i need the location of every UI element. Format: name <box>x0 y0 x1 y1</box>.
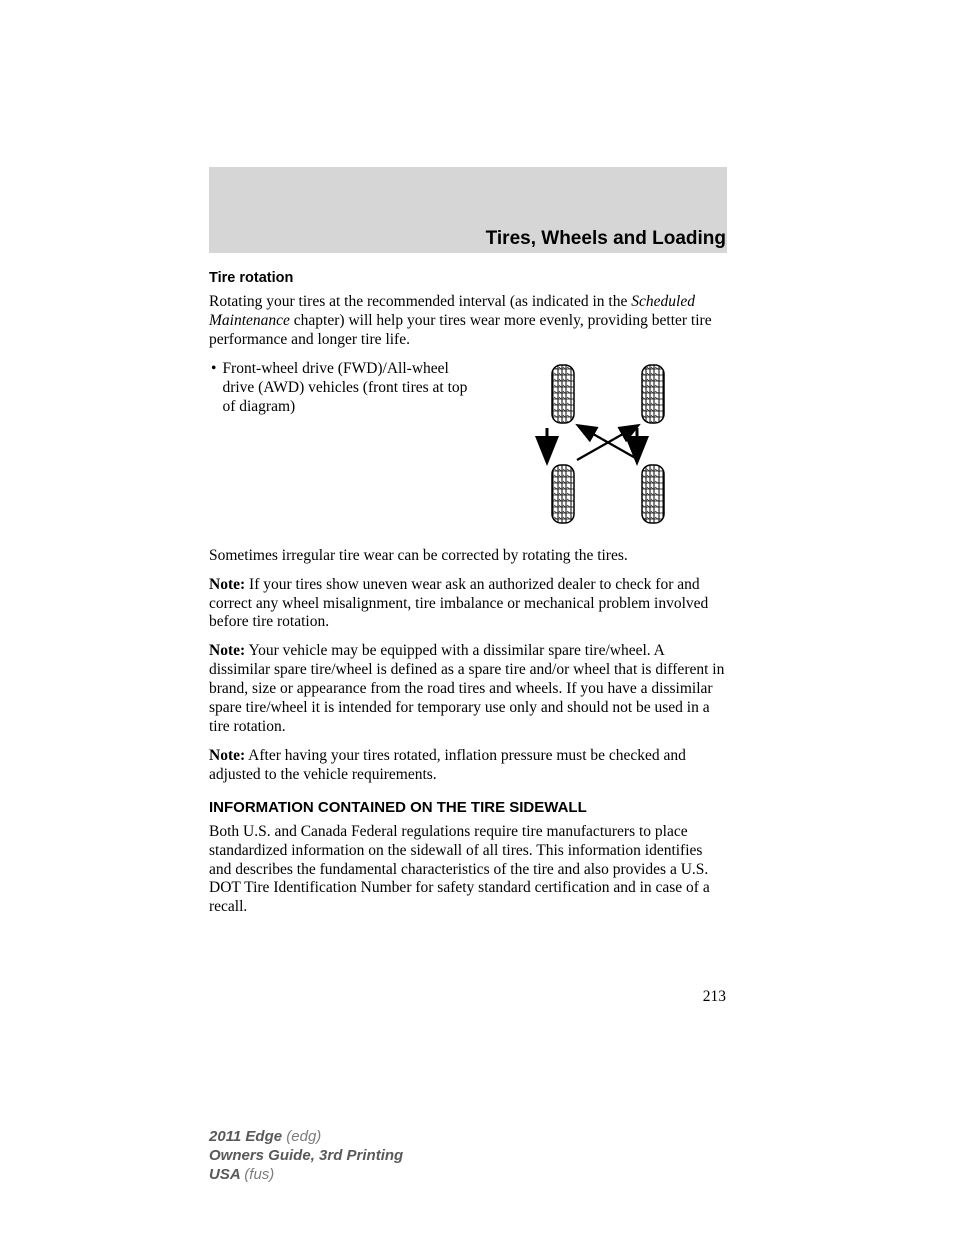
footer-line1: 2011 Edge (edg) <box>209 1128 403 1147</box>
footer-line3-rest: (fus) <box>244 1166 274 1183</box>
bullet-text: Front-wheel drive (FWD)/All-wheel drive … <box>222 360 482 417</box>
tire-front-right <box>642 365 664 423</box>
sidewall-heading: INFORMATION CONTAINED ON THE TIRE SIDEWA… <box>209 799 727 816</box>
tire-rotation-intro: Rotating your tires at the recommended i… <box>209 293 727 350</box>
tire-front-left <box>552 365 574 423</box>
intro-pre: Rotating your tires at the recommended i… <box>209 293 631 310</box>
tire-rotation-heading: Tire rotation <box>209 270 727 286</box>
note3-text: After having your tires rotated, inflati… <box>209 747 686 783</box>
footer-line2: Owners Guide, 3rd Printing <box>209 1147 403 1166</box>
footer-line3-bold: USA <box>209 1166 244 1183</box>
content-area: Tire rotation Rotating your tires at the… <box>209 270 727 927</box>
tire-rotation-diagram <box>507 360 727 535</box>
para-after-diagram: Sometimes irregular tire wear can be cor… <box>209 547 727 566</box>
note1-label: Note: <box>209 576 245 593</box>
footer-line3: USA (fus) <box>209 1166 403 1185</box>
bullet-row: • Front-wheel drive (FWD)/All-wheel driv… <box>209 360 727 535</box>
footer-line1-rest: (edg) <box>286 1128 321 1145</box>
footer: 2011 Edge (edg) Owners Guide, 3rd Printi… <box>209 1128 403 1184</box>
note2-label: Note: <box>209 642 245 659</box>
footer-line1-bold: 2011 Edge <box>209 1128 286 1145</box>
sidewall-body: Both U.S. and Canada Federal regulations… <box>209 823 727 918</box>
note3: Note: After having your tires rotated, i… <box>209 747 727 785</box>
note2: Note: Your vehicle may be equipped with … <box>209 642 727 737</box>
page-number: 213 <box>703 988 726 1006</box>
note2-text: Your vehicle may be equipped with a diss… <box>209 642 724 735</box>
bullet-dot-icon: • <box>211 360 216 379</box>
note1: Note: If your tires show uneven wear ask… <box>209 576 727 633</box>
note1-text: If your tires show uneven wear ask an au… <box>209 576 708 631</box>
tire-rear-left <box>552 465 574 523</box>
tire-rear-right <box>642 465 664 523</box>
bullet-text-wrap: • Front-wheel drive (FWD)/All-wheel driv… <box>209 360 507 417</box>
note3-label: Note: <box>209 747 245 764</box>
page-header-title: Tires, Wheels and Loading <box>486 228 726 250</box>
